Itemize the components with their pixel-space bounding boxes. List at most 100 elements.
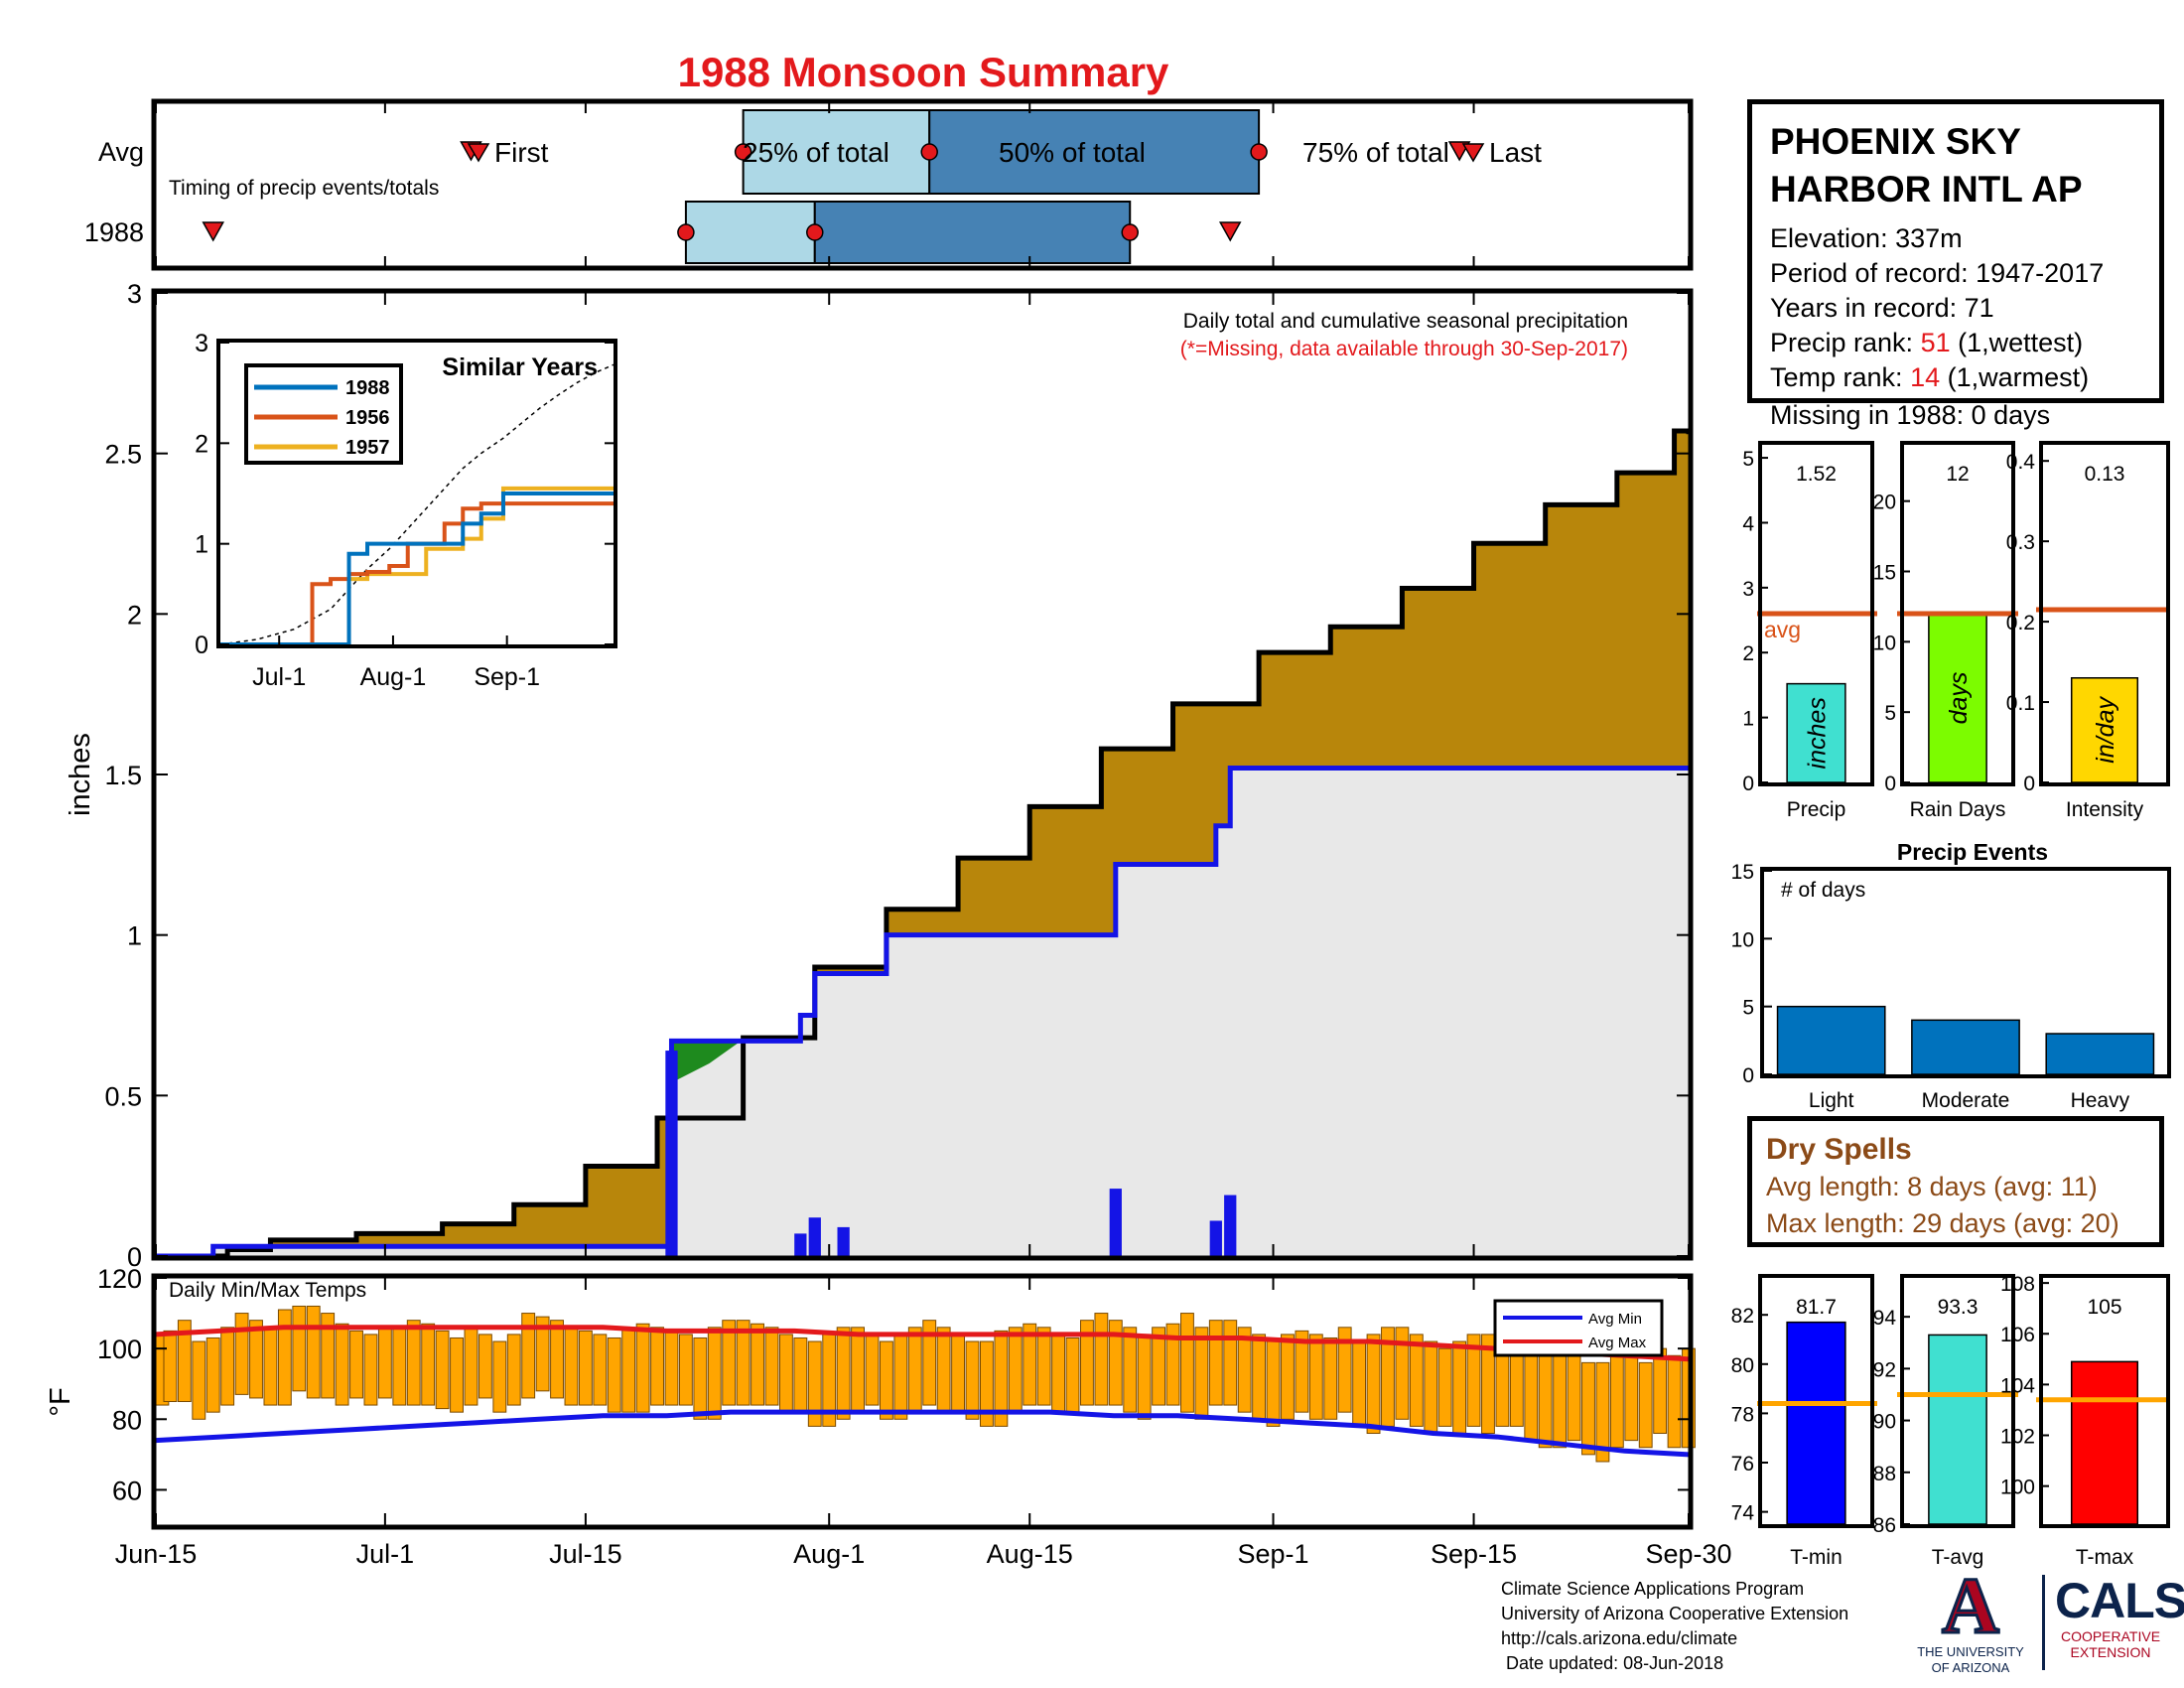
temp-plot-area <box>155 1305 1696 1463</box>
precip-events-y-tick-label: 15 <box>1731 861 1754 884</box>
precip-events-y-tick-label: 5 <box>1742 997 1754 1020</box>
dry-spells-max-length: Max length: 29 days (avg: 20) <box>1766 1208 2119 1238</box>
mini-y-tick-label: 10 <box>1873 632 1896 654</box>
tmin-panel: 81.7 74 76 78 80 82 T-min <box>1731 1274 1877 1569</box>
mini-y-tick-label: 74 <box>1731 1502 1755 1525</box>
daily-temp-bar <box>163 1330 178 1403</box>
precip-chart: 0 0.5 1 1.5 2 2.5 3 inches Daily total and cum… <box>65 279 1694 1272</box>
daily-temp-bar <box>277 1309 292 1406</box>
daily-temp-bar <box>1366 1334 1381 1435</box>
daily-temp-bar <box>521 1313 536 1399</box>
daily-temp-bar <box>435 1330 450 1410</box>
date-x-axis: Jun-15 Jul-1 Jul-15 Aug-1 Aug-15 Sep-1 Sep-15 S… <box>115 293 1732 1569</box>
dry-spells-box: Dry Spells Avg length: 8 days (avg: 11) … <box>1747 1116 2164 1247</box>
daily-temp-bar <box>1008 1327 1023 1413</box>
daily-temp-bar <box>249 1320 263 1399</box>
station-name-line1: PHOENIX SKY <box>1770 121 2021 162</box>
mini-frame <box>2039 441 2170 786</box>
daily-temp-bar <box>377 1327 392 1399</box>
mini-y-tick-label: 108 <box>2000 1273 2035 1296</box>
mini-y-tick-label: 106 <box>2000 1324 2035 1346</box>
precip-events-y-tick-label: 10 <box>1731 928 1754 951</box>
precip-event-category-label: Light <box>1809 1089 1854 1112</box>
precip-y-tick-label: 1 <box>127 921 142 951</box>
daily-temp-bar <box>678 1334 693 1406</box>
avg-p75-marker <box>1250 143 1268 161</box>
daily-temp-bar <box>464 1327 478 1406</box>
avg-p25-marker <box>734 143 752 161</box>
first-triangle-icon <box>467 143 490 163</box>
mini-y-tick-label: 0 <box>2023 773 2035 795</box>
avg-max-legend-label: Avg Max <box>1588 1335 1647 1351</box>
daily-temp-bar <box>1051 1334 1066 1413</box>
daily-temp-bar <box>1667 1354 1682 1449</box>
temp-rank-note: (1,warmest) <box>1940 362 2090 392</box>
daily-temp-bar <box>392 1327 407 1406</box>
mini-value-label: 105 <box>2087 1296 2121 1319</box>
university-of-arizona-logo: A THE UNIVERSITY OF ARIZONA <box>1916 1566 2025 1676</box>
mini-y-tick-label: 0 <box>1742 773 1754 795</box>
temp-chart: 60 80 100 120 °F Daily Min/Max Temps Avg Mi… <box>45 1264 1696 1530</box>
mini-average-label: avg <box>1764 617 1801 642</box>
mini-bar <box>1928 1334 1987 1525</box>
mini-frame <box>1758 441 1874 786</box>
daily-temp-bar <box>1337 1327 1352 1413</box>
daily-temp-bar <box>621 1327 636 1413</box>
mini-frame <box>2039 1274 2170 1528</box>
legend-label-1988: 1988 <box>345 377 390 399</box>
daily-temp-bar <box>650 1327 664 1406</box>
tavg-panel: 93.3 86 88 90 92 94 T-avg <box>1873 1274 2018 1569</box>
daily-temp-bar <box>1323 1336 1338 1420</box>
date-x-tick-label: Sep-30 <box>1645 1539 1731 1569</box>
precip-y-tick-label: 0 <box>127 1242 142 1272</box>
precip-y-label: inches <box>65 733 96 816</box>
mini-y-tick-label: 5 <box>1884 702 1896 725</box>
mini-y-tick-label: 76 <box>1731 1453 1754 1476</box>
temp-legend: Avg Min Avg Max <box>1493 1299 1664 1357</box>
mini-y-tick-label: 90 <box>1873 1411 1896 1434</box>
inset-y-tick-label: 3 <box>195 330 208 357</box>
daily-temp-bar <box>1080 1320 1094 1406</box>
precip-events-y-tick-label: 0 <box>1742 1064 1754 1087</box>
mini-bar <box>1786 682 1846 783</box>
precip-annotation: Daily total and cumulative seasonal prec… <box>1183 310 1628 333</box>
precip-plot-area <box>156 428 1692 1259</box>
precip-event-bar <box>2045 1033 2155 1075</box>
legend-label-1957: 1957 <box>345 437 390 459</box>
daily-temp-bar <box>421 1323 436 1406</box>
mini-y-tick-label: 0.1 <box>2006 692 2035 715</box>
daily-temp-bar <box>478 1334 492 1399</box>
mini-value-label: 93.3 <box>1938 1296 1979 1319</box>
temp-rank-label: Temp rank: <box>1770 362 1911 392</box>
daily-temp-bar <box>1036 1327 1051 1406</box>
mini-y-tick-label: 0.3 <box>2006 531 2035 554</box>
timing-marks <box>155 103 1690 266</box>
timing-panel: Avg 1988 Timing of precip events/totals … <box>84 98 1694 271</box>
daily-temp-bar <box>263 1327 278 1406</box>
inset-x-tick-label: Sep-1 <box>474 663 540 691</box>
mini-y-tick-label: 1 <box>1742 708 1754 731</box>
date-x-tick-label: Jul-15 <box>549 1539 622 1569</box>
precip-events-panel: Precip Events Light Moderate Heavy 0 5 10 15 #… <box>1731 839 2171 1112</box>
daily-temp-bar <box>793 1336 808 1413</box>
date-x-tick-label: Sep-1 <box>1238 1539 1309 1569</box>
cals-line1: COOPERATIVE <box>2060 1628 2161 1644</box>
daily-temp-bar <box>836 1327 851 1420</box>
daily-temp-bar <box>865 1334 880 1406</box>
date-x-tick-label: Aug-1 <box>793 1539 865 1569</box>
daily-temp-bar <box>1094 1313 1109 1406</box>
precip-y-tick-label: 3 <box>127 279 142 309</box>
mini-y-tick-label: 102 <box>2000 1426 2035 1449</box>
mini-y-tick-label: 86 <box>1873 1514 1896 1537</box>
daily-temp-bar <box>550 1320 564 1399</box>
station-period: Period of record: 1947-2017 <box>1770 258 2105 288</box>
mini-y-tick-label: 82 <box>1731 1305 1754 1328</box>
station-years: Years in record: 71 <box>1770 293 1994 323</box>
daily-temp-bar <box>1152 1327 1166 1406</box>
mini-y-tick-label: 80 <box>1731 1354 1754 1377</box>
mini-frame <box>1758 1274 1874 1528</box>
daily-temp-bar <box>778 1334 793 1413</box>
mini-y-tick-label: 20 <box>1873 492 1896 514</box>
mini-y-tick-label: 3 <box>1742 578 1754 601</box>
daily-temp-bar <box>1180 1313 1194 1413</box>
